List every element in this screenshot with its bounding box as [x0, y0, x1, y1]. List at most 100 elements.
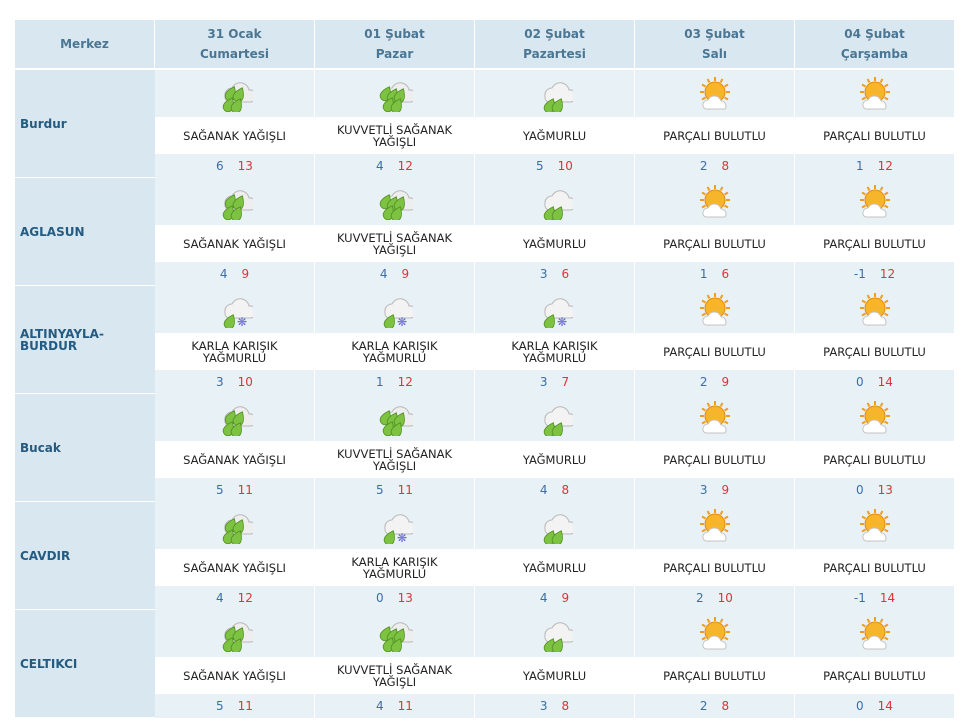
forecast-cell: KUVVETLİ SAĞANAK YAĞIŞLI 4 11 — [315, 610, 475, 718]
min-temperature: 0 — [856, 699, 864, 713]
city-name: CAVDIR — [15, 502, 155, 610]
temperature-range: 2 10 — [635, 586, 794, 610]
temperature-range: 0 14 — [795, 694, 954, 718]
temperature-range: 6 13 — [155, 154, 314, 178]
max-temperature: 12 — [879, 267, 896, 281]
city-name: Burdur — [15, 70, 155, 178]
weather-icon-area — [315, 178, 474, 225]
weather-description: YAĞMURLU — [522, 560, 587, 575]
min-temperature: 0 — [856, 375, 864, 389]
weather-description: PARÇALI BULUTLU — [823, 236, 926, 251]
weather-icon-area: ❋ — [315, 502, 474, 549]
weather-icon-area — [315, 70, 474, 117]
weather-description: KUVVETLİ SAĞANAK YAĞIŞLI — [336, 230, 453, 257]
max-temperature: 6 — [721, 267, 730, 281]
rain-icon — [537, 616, 573, 652]
forecast-cell: KUVVETLİ SAĞANAK YAĞIŞLI 4 12 — [315, 70, 475, 178]
max-temperature: 11 — [237, 483, 253, 497]
min-temperature: 1 — [699, 267, 708, 281]
day-header-date: 04 Şubat — [844, 27, 905, 41]
weather-description: KARLA KARIŞIK YAĞMURLU — [351, 338, 438, 365]
max-temperature: 11 — [237, 699, 253, 713]
weather-icon-area — [475, 178, 634, 225]
forecast-cell: ❋ KARLA KARIŞIK YAĞMURLU 1 12 — [315, 286, 475, 394]
city-name: AGLASUN — [15, 178, 155, 286]
temperature-range: 0 13 — [315, 586, 474, 610]
weather-icon-area — [155, 394, 314, 441]
min-temperature: 0 — [376, 591, 384, 605]
min-temperature: 3 — [539, 267, 548, 281]
forecast-cell: PARÇALI BULUTLU 2 10 — [635, 502, 795, 610]
weather-icon-area: ❋ — [315, 286, 474, 333]
day-header-weekday: Cumartesi — [200, 47, 269, 61]
shower-rain-icon — [217, 184, 253, 220]
forecast-cell: PARÇALI BULUTLU 2 8 — [635, 70, 795, 178]
city-name: ALTINYAYLA-BURDUR — [15, 286, 155, 394]
forecast-cell: PARÇALI BULUTLU -1 12 — [795, 178, 955, 286]
weather-icon-area — [475, 394, 634, 441]
forecast-cell: SAĞANAK YAĞIŞLI 5 11 — [155, 394, 315, 502]
rain-icon — [537, 76, 573, 112]
partly-cloudy-icon — [857, 76, 893, 112]
max-temperature: 7 — [561, 375, 570, 389]
weather-description: KUVVETLİ SAĞANAK YAĞIŞLI — [336, 662, 453, 689]
min-temperature: 3 — [699, 483, 708, 497]
max-temperature: 10 — [717, 591, 733, 605]
min-temperature: 6 — [216, 159, 224, 173]
weather-description: SAĞANAK YAĞIŞLI — [183, 668, 286, 683]
temperature-range: 5 11 — [155, 694, 314, 718]
partly-cloudy-icon — [857, 292, 893, 328]
max-temperature: 11 — [397, 483, 413, 497]
weather-description: SAĞANAK YAĞIŞLI — [183, 560, 286, 575]
weather-icon-area: ❋ — [155, 286, 314, 333]
max-temperature: 12 — [397, 159, 413, 173]
day-header-weekday: Pazartesi — [523, 47, 586, 61]
min-temperature: 4 — [539, 591, 548, 605]
weather-icon-area — [475, 502, 634, 549]
min-temperature: 4 — [219, 267, 228, 281]
sleet-icon: ❋ — [537, 292, 573, 328]
weather-icon-area — [635, 70, 794, 117]
max-temperature: 8 — [561, 699, 570, 713]
max-temperature: 12 — [877, 159, 893, 173]
partly-cloudy-icon — [697, 508, 733, 544]
forecast-cell: KUVVETLİ SAĞANAK YAĞIŞLI 4 9 — [315, 178, 475, 286]
min-temperature: 1 — [856, 159, 864, 173]
day-header: 01 Şubat Pazar — [315, 20, 475, 68]
weather-icon-area — [635, 178, 794, 225]
weather-description: PARÇALI BULUTLU — [663, 344, 766, 359]
temperature-range: 5 11 — [155, 478, 314, 502]
heavy-shower-icon — [377, 76, 413, 112]
sleet-icon: ❋ — [377, 508, 413, 544]
weather-description: PARÇALI BULUTLU — [663, 452, 766, 467]
weather-icon-area — [795, 610, 954, 657]
max-temperature: 6 — [561, 267, 570, 281]
day-header-date: 01 Şubat — [364, 27, 425, 41]
weather-description: KARLA KARIŞIK YAĞMURLU — [191, 338, 278, 365]
forecast-cell: PARÇALI BULUTLU 0 14 — [795, 286, 955, 394]
merkez-header: Merkez — [15, 20, 155, 68]
min-temperature: 2 — [699, 375, 708, 389]
forecast-cell: YAĞMURLU 4 8 — [475, 394, 635, 502]
min-temperature: 2 — [699, 699, 708, 713]
day-header-date: 03 Şubat — [684, 27, 745, 41]
min-temperature: 4 — [379, 267, 388, 281]
weather-description: YAĞMURLU — [522, 236, 587, 251]
max-temperature: 14 — [879, 591, 896, 605]
forecast-cell: PARÇALI BULUTLU 1 6 — [635, 178, 795, 286]
temperature-range: -1 14 — [795, 586, 954, 610]
heavy-shower-icon — [377, 400, 413, 436]
temperature-range: 0 13 — [795, 478, 954, 502]
svg-text:❋: ❋ — [237, 315, 247, 328]
min-temperature: 2 — [696, 591, 704, 605]
weather-description: PARÇALI BULUTLU — [663, 560, 766, 575]
max-temperature: 11 — [397, 699, 413, 713]
max-temperature: 8 — [721, 699, 730, 713]
max-temperature: 8 — [561, 483, 570, 497]
partly-cloudy-icon — [857, 184, 893, 220]
temperature-range: 4 11 — [315, 694, 474, 718]
rain-icon — [537, 184, 573, 220]
